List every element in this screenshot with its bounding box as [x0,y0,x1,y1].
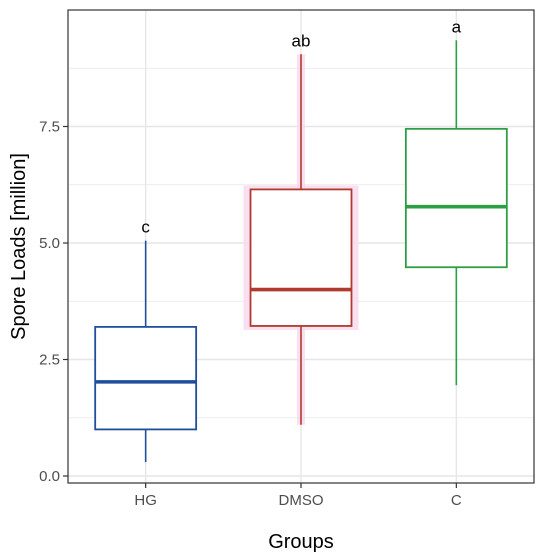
y-tick-label-1: 2.5 [39,352,60,369]
y-tick-label-3: 7.5 [39,119,60,136]
significance-label-c: a [452,17,462,36]
x-tick-label-c: C [451,492,462,509]
x-tick-label-hg: HG [134,492,157,509]
significance-label-hg: c [141,218,150,237]
box-hg [94,240,198,463]
box-iqr-dmso [249,188,353,327]
x-tick-label-dmso: DMSO [279,492,324,509]
box-iqr-hg [94,325,198,431]
box-iqr-c [404,127,508,269]
significance-label-dmso: ab [292,31,311,50]
box-dmso [249,54,353,425]
axes-layer: 0.0 2.5 5.0 7.5 HG DMSO C [39,119,462,509]
y-axis-title: Spore Loads [million] [8,153,30,340]
y-tick-label-2: 5.0 [39,235,60,252]
significance-labels-layer: c ab a [141,17,461,236]
x-axis-title: Groups [268,531,334,553]
y-tick-label-0: 0.0 [39,468,60,485]
boxes-layer [94,40,508,463]
box-c [404,40,508,386]
